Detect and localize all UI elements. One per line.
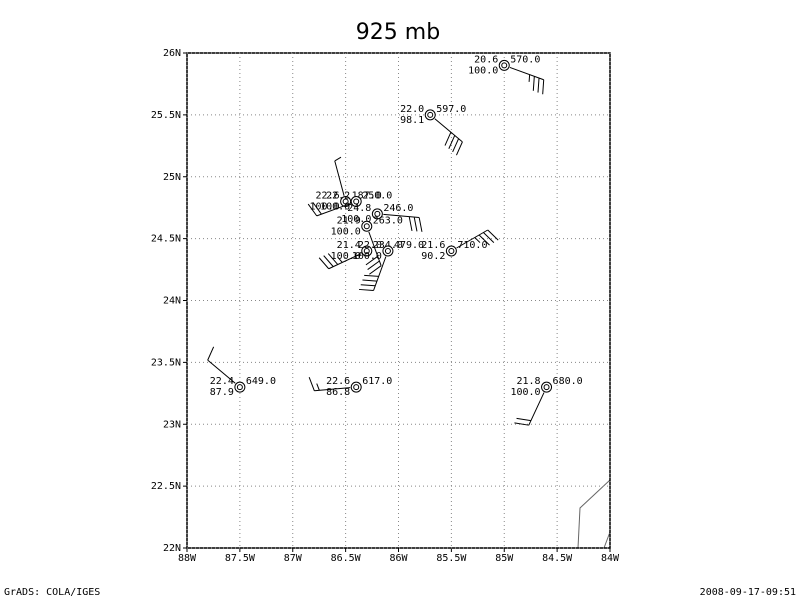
station-temp: 22.0 xyxy=(358,240,382,251)
x-tick-label: 86W xyxy=(389,553,408,564)
x-tick-label: 88W xyxy=(178,553,197,564)
station-temp: 21.4 xyxy=(337,240,361,251)
y-tick-label: 24.5N xyxy=(151,234,181,245)
y-tick-label: 26N xyxy=(163,48,181,59)
station-id: 710.0 xyxy=(457,240,487,251)
station xyxy=(234,381,246,393)
station-inner xyxy=(384,248,391,254)
wind-barb xyxy=(359,256,387,291)
x-tick-label: 85.5W xyxy=(436,553,467,564)
wind-barb xyxy=(334,156,345,196)
x-tick-label: 87W xyxy=(284,553,303,564)
y-tick-label: 25N xyxy=(163,172,181,183)
wind-barb xyxy=(509,66,545,95)
station-temp: 24.8 xyxy=(347,203,371,214)
station-id: 246.0 xyxy=(383,203,413,214)
station-inner xyxy=(363,223,370,230)
coastline xyxy=(577,479,611,549)
station-id: 187.0 xyxy=(352,191,382,202)
wind-barb xyxy=(207,346,236,384)
station-inner xyxy=(448,248,455,254)
y-tick-label: 25.5N xyxy=(151,110,181,121)
wind-barb xyxy=(307,202,351,217)
station-inner xyxy=(236,384,243,391)
x-tick-label: 84W xyxy=(601,553,620,564)
station-rh: 87.9 xyxy=(210,387,234,398)
station-inner xyxy=(374,210,381,217)
station-temp: 20.6 xyxy=(474,54,498,65)
station-rh: 100.0 xyxy=(320,202,350,213)
wind-barb xyxy=(434,118,463,156)
station xyxy=(498,59,510,71)
wind-barb xyxy=(383,213,423,232)
station xyxy=(371,208,383,220)
y-tick-label: 22.5N xyxy=(151,481,181,492)
station-temp: 22.6 xyxy=(326,376,350,387)
x-tick-label: 85W xyxy=(495,553,514,564)
y-tick-label: 23N xyxy=(163,419,181,430)
y-tick-label: 22N xyxy=(163,543,181,554)
station xyxy=(541,381,553,393)
y-tick-label: 24N xyxy=(163,296,181,307)
station-id: 479.0 xyxy=(394,240,424,251)
station xyxy=(445,245,457,257)
station xyxy=(350,381,362,393)
station-temp: 22.0 xyxy=(400,104,424,115)
station-id: 680.0 xyxy=(553,376,583,387)
map-title: 925 mb xyxy=(356,20,440,45)
station xyxy=(361,220,373,232)
station xyxy=(361,245,373,257)
x-tick-label: 86.5W xyxy=(331,553,362,564)
station xyxy=(382,245,394,257)
x-tick-label: 84.5W xyxy=(542,553,573,564)
station-inner xyxy=(342,198,349,205)
wind-barb xyxy=(318,253,362,270)
station-temp: 21.9 xyxy=(337,215,361,226)
station-temp: 22.2 xyxy=(326,191,350,202)
station-temp: 22.6 xyxy=(316,191,340,202)
wind-barb xyxy=(514,392,545,426)
station-inner xyxy=(363,248,370,254)
station-rh: 100.0 xyxy=(310,202,340,213)
wind-barb xyxy=(308,377,351,392)
station-rh: 100.0 xyxy=(352,251,382,262)
station-id: 263.0 xyxy=(373,215,403,226)
footer-left: GrADS: COLA/IGES xyxy=(4,587,100,598)
station-id: 570.0 xyxy=(510,54,540,65)
station-id: 597.0 xyxy=(436,104,466,115)
station-inner xyxy=(543,384,550,391)
y-tick-label: 23.5N xyxy=(151,357,181,368)
station-rh: 90.2 xyxy=(421,251,445,262)
station-rh: 98.1 xyxy=(400,115,424,126)
station-rh: 100.0 xyxy=(331,251,361,262)
station-temp: 21.8 xyxy=(516,376,540,387)
station-rh: 86.8 xyxy=(326,387,350,398)
footer-right: 2008-09-17-09:51 xyxy=(700,587,796,598)
station-rh: 100.0 xyxy=(331,226,361,237)
station-id: 250.0 xyxy=(362,191,392,202)
wind-barb xyxy=(365,231,382,275)
x-tick-label: 87.5W xyxy=(225,553,256,564)
station-inner xyxy=(501,62,508,69)
station-inner xyxy=(353,198,360,205)
station xyxy=(350,196,362,207)
station-id: 649.0 xyxy=(246,376,276,387)
station xyxy=(424,109,436,121)
station-inner xyxy=(353,384,360,391)
station-rh: 100.0 xyxy=(341,214,371,225)
station-temp: 22.4 xyxy=(210,376,234,387)
station-id: 234.0 xyxy=(373,240,403,251)
wind-barb xyxy=(456,229,499,249)
station-rh: 100.0 xyxy=(510,387,540,398)
station-temp: 21.6 xyxy=(421,240,445,251)
station-id: 617.0 xyxy=(362,376,392,387)
station-inner xyxy=(427,111,434,118)
station-rh: 100.0 xyxy=(468,65,498,76)
